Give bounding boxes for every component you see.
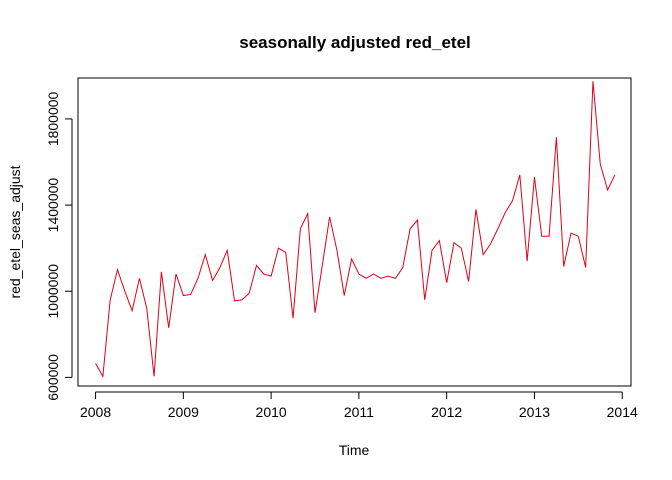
series-layer	[95, 81, 616, 378]
x-tick-label: 2008	[80, 404, 111, 420]
x-tick-label: 2011	[344, 404, 374, 420]
x-tick-label: 2009	[168, 404, 199, 420]
series-line	[95, 81, 616, 378]
y-tick-label: 1800000	[45, 91, 61, 146]
y-axis: 600000 1000000 1400000 1800000	[45, 91, 73, 401]
plot-box	[77, 77, 632, 387]
chart-title: seasonally adjusted red_etel	[239, 33, 471, 52]
x-tick-label: 2012	[431, 404, 462, 420]
x-tick-label: 2013	[519, 404, 550, 420]
y-tick-label: 1400000	[45, 178, 61, 233]
x-tick-label: 2014	[607, 404, 638, 420]
x-axis-label: Time	[339, 442, 370, 458]
y-axis-label: red_etel_seas_adjust	[7, 165, 23, 298]
x-axis: 2008 2009 2010 2011 2012 2013 2014	[80, 391, 638, 420]
y-tick-label: 600000	[45, 354, 61, 401]
y-tick-label: 1000000	[45, 264, 61, 319]
x-tick-label: 2010	[256, 404, 287, 420]
